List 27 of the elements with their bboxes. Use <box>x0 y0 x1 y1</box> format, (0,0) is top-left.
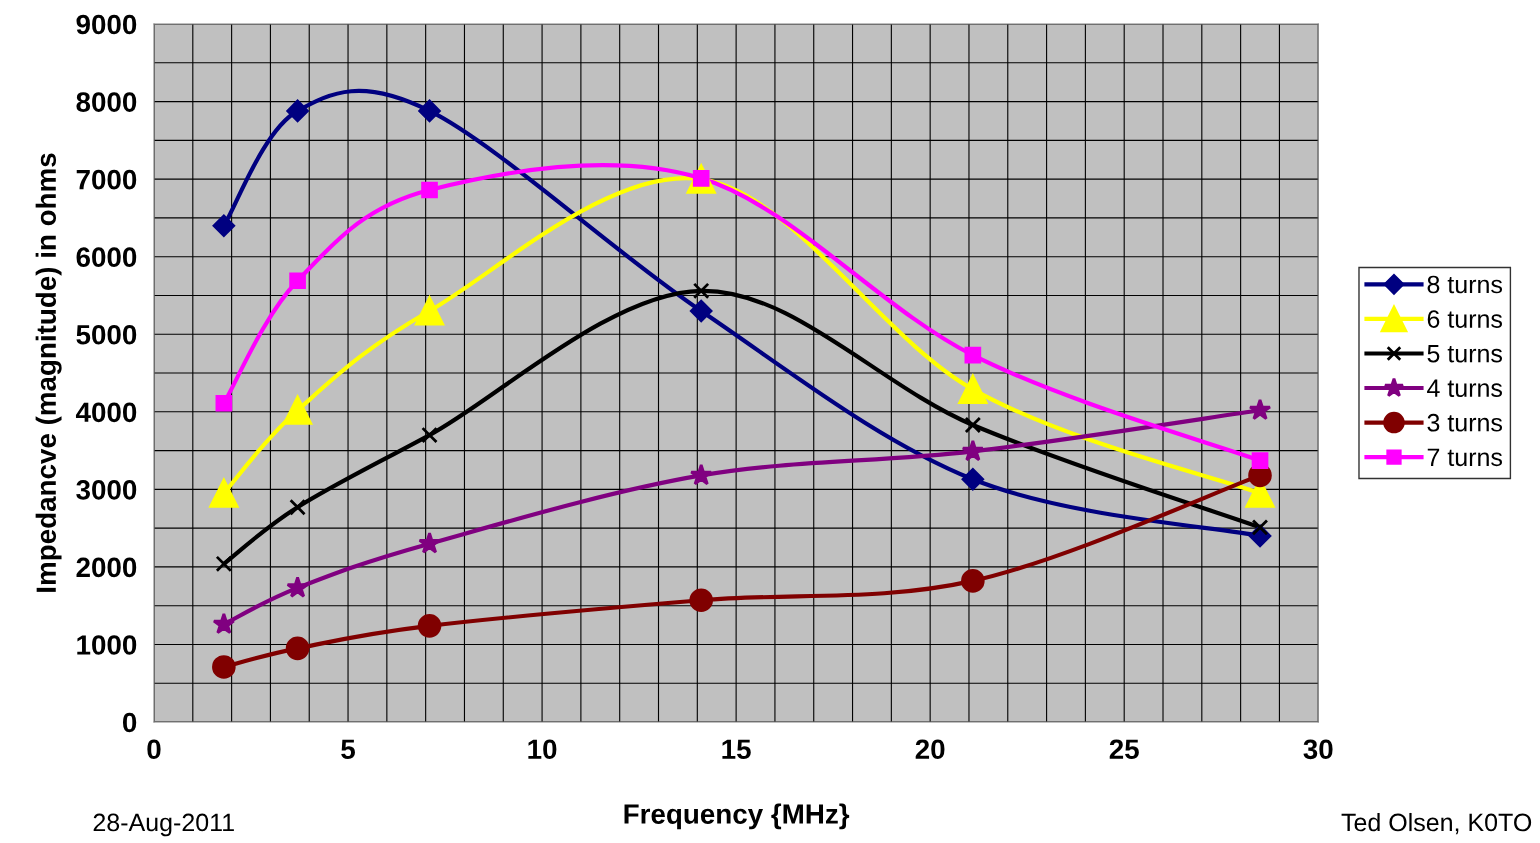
text: Ted Olsen, K0TO <box>1341 812 1532 835</box>
x-axis-title: Frequency {MHz} <box>624 803 850 830</box>
y-tick-label: 5000 <box>76 324 137 345</box>
y-tick-label: 9000 <box>76 14 137 35</box>
x-tick-label: 10 <box>528 739 557 760</box>
y-axis-title: Impedancve (magnitude) in ohms <box>35 153 62 592</box>
y-tick-label: 4000 <box>75 402 137 423</box>
x-tick-label: 15 <box>722 739 751 760</box>
x-tick-label: 20 <box>915 739 945 760</box>
text: 28-Aug-2011 <box>93 813 234 837</box>
x-tick-label: 0 <box>147 739 161 760</box>
y-tick-label: 3000 <box>76 480 137 500</box>
y-tick-label: 6000 <box>76 247 137 268</box>
legend-label: 5 turns <box>1427 345 1503 363</box>
y-tick-label: 7000 <box>76 169 137 190</box>
y-tick-label: 2000 <box>76 557 137 578</box>
x-tick-label: 5 <box>341 739 355 760</box>
legend-label: 6 turns <box>1427 310 1503 328</box>
legend-label: 3 turns <box>1427 413 1503 432</box>
legend-label: 8 turns <box>1427 275 1503 294</box>
y-tick-label: 1000 <box>77 635 137 655</box>
y-tick-label: 0 <box>122 712 137 733</box>
x-tick-label: 30 <box>1303 739 1333 760</box>
y-tick-label: 8000 <box>76 92 137 112</box>
legend-label: 7 turns <box>1427 448 1503 467</box>
x-tick-label: 25 <box>1109 739 1139 760</box>
legend-label: 4 turns <box>1427 379 1503 398</box>
